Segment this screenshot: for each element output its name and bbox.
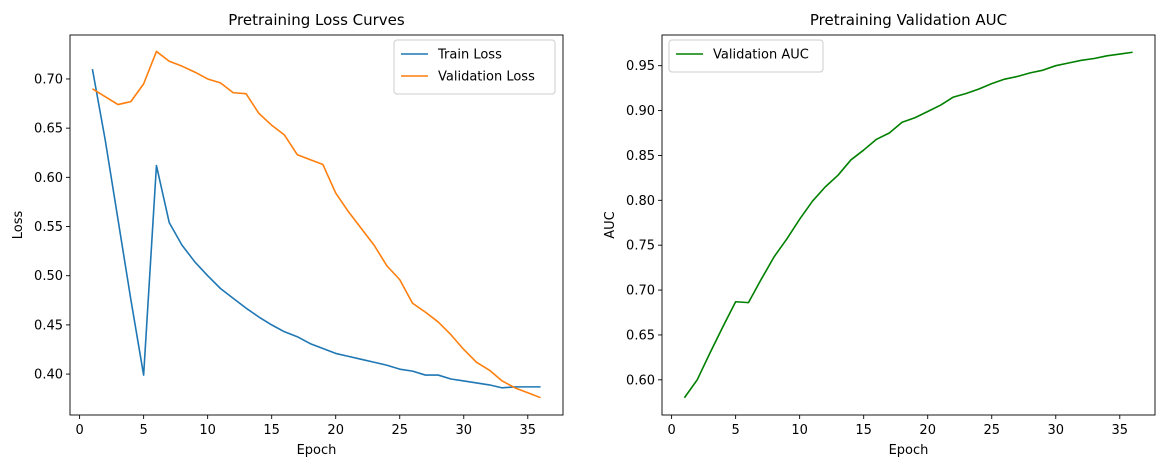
y-tick-label: 0.40 bbox=[34, 368, 63, 383]
series-line-validation-loss bbox=[91, 50, 541, 399]
y-tick-label: 0.90 bbox=[626, 104, 655, 119]
y-tick-label: 0.60 bbox=[626, 373, 655, 388]
y-tick-label: 0.60 bbox=[34, 171, 63, 186]
x-tick-label: 10 bbox=[791, 423, 808, 438]
x-tick-label: 5 bbox=[731, 423, 739, 438]
y-tick-label: 0.45 bbox=[34, 318, 63, 333]
legend-entry: Validation Loss bbox=[438, 70, 535, 85]
y-tick-label: 0.65 bbox=[34, 122, 63, 137]
y-axis-label: Loss bbox=[11, 211, 26, 240]
x-tick-label: 25 bbox=[391, 423, 408, 438]
y-tick-label: 0.50 bbox=[34, 269, 63, 284]
y-tick-label: 0.65 bbox=[626, 328, 655, 343]
series-line-train-loss bbox=[91, 68, 541, 389]
chart-title: Pretraining Loss Curves bbox=[228, 11, 405, 29]
x-tick-label: 20 bbox=[327, 423, 344, 438]
x-tick-label: 30 bbox=[1047, 423, 1064, 438]
legend: Validation AUC bbox=[668, 39, 824, 73]
x-tick-label: 15 bbox=[263, 423, 280, 438]
x-tick-label: 25 bbox=[983, 423, 1000, 438]
legend-entry: Validation AUC bbox=[713, 48, 809, 63]
x-axis-label: Epoch bbox=[297, 443, 337, 458]
x-tick-label: 15 bbox=[855, 423, 872, 438]
legend-box bbox=[668, 39, 824, 73]
x-tick-label: 30 bbox=[455, 423, 472, 438]
loss-chart: Pretraining Loss Curves 0 5 10 15 20 25 30 35 0.4… bbox=[11, 11, 564, 458]
x-axis-label: Epoch bbox=[889, 443, 929, 458]
y-tick-label: 0.70 bbox=[34, 72, 63, 87]
legend-entry: Train Loss bbox=[437, 48, 502, 63]
y-tick-label: 0.75 bbox=[626, 239, 655, 254]
plot-frame bbox=[69, 34, 564, 416]
chart-title: Pretraining Validation AUC bbox=[810, 11, 1007, 29]
x-tick-label: 35 bbox=[520, 423, 537, 438]
x-tick-label: 35 bbox=[1112, 423, 1129, 438]
legend: Train Loss Validation Loss bbox=[393, 39, 556, 95]
y-tick-label: 0.70 bbox=[626, 284, 655, 299]
x-tick-label: 10 bbox=[199, 423, 216, 438]
x-tick-label: 20 bbox=[919, 423, 936, 438]
x-tick-label: 0 bbox=[75, 423, 83, 438]
legend-box bbox=[393, 39, 556, 95]
y-tick-label: 0.95 bbox=[626, 59, 655, 74]
y-tick-label: 0.55 bbox=[34, 220, 63, 235]
y-tick-label: 0.85 bbox=[626, 149, 655, 164]
auc-chart: Pretraining Validation AUC 0 5 10 15 20 25 30 35… bbox=[603, 11, 1156, 458]
y-axis-label: AUC bbox=[603, 211, 618, 239]
series-line-validation-auc bbox=[683, 51, 1133, 399]
x-tick-label: 5 bbox=[139, 423, 147, 438]
y-tick-label: 0.80 bbox=[626, 194, 655, 209]
plot-frame bbox=[661, 34, 1156, 416]
x-tick-label: 0 bbox=[667, 423, 675, 438]
